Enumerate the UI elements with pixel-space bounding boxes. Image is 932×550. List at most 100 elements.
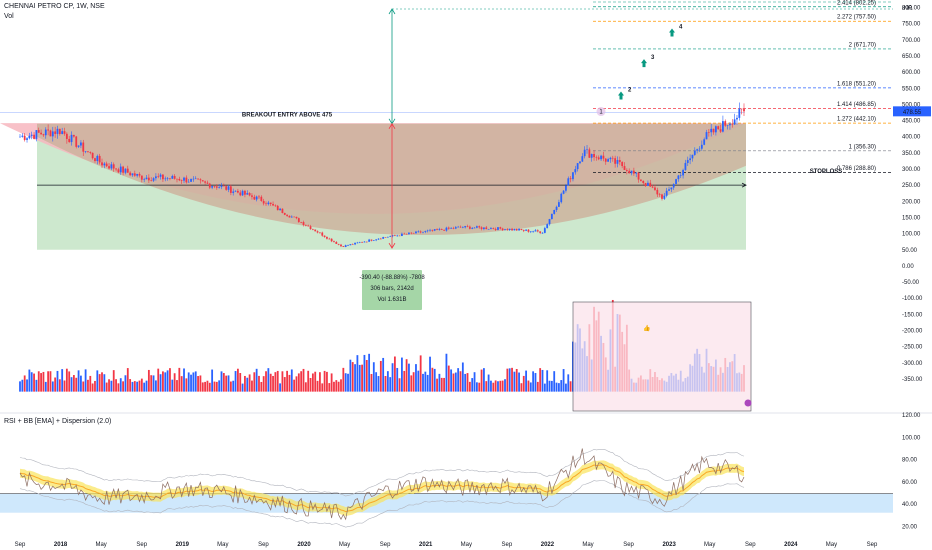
wave-1-marker bbox=[596, 107, 606, 117]
volume-bar bbox=[473, 372, 476, 392]
candle-body bbox=[337, 243, 340, 245]
candle-body bbox=[234, 190, 237, 192]
candle-body bbox=[288, 215, 291, 218]
candle-body bbox=[459, 226, 462, 228]
candle-body bbox=[623, 166, 626, 170]
candle-body bbox=[173, 175, 176, 179]
candle-body bbox=[110, 164, 113, 169]
thumbs-up-icon: 👍 bbox=[643, 324, 650, 332]
candle-body bbox=[724, 121, 727, 126]
compare-icon bbox=[744, 399, 752, 407]
time-axis-label: 2019 bbox=[176, 542, 190, 548]
volume-bar bbox=[89, 375, 92, 392]
candle-body bbox=[218, 187, 221, 188]
volume-bar bbox=[91, 383, 94, 392]
candle-body bbox=[279, 208, 281, 211]
volume-bar bbox=[110, 380, 113, 392]
candle-body bbox=[316, 231, 319, 233]
candle-body bbox=[138, 173, 141, 176]
candle-body bbox=[726, 125, 729, 126]
candle-body bbox=[401, 233, 403, 237]
candle-body bbox=[412, 233, 415, 234]
current-price-label: 478.55 bbox=[903, 110, 922, 116]
volume-bar bbox=[159, 374, 162, 392]
volume-bar bbox=[42, 371, 45, 392]
candle-body bbox=[501, 228, 504, 231]
candle-body bbox=[431, 229, 434, 231]
symbol-title[interactable]: CHENNAI PETRO CP, 1W, NSE bbox=[4, 3, 105, 10]
candle-body bbox=[457, 226, 460, 228]
candle-body bbox=[129, 172, 132, 176]
candle-body bbox=[408, 232, 410, 235]
candle-body bbox=[534, 230, 537, 232]
candle-body bbox=[600, 155, 602, 160]
candle-body bbox=[244, 190, 246, 195]
candle-body bbox=[579, 161, 581, 164]
volume-bar bbox=[386, 371, 389, 392]
volume-bar bbox=[77, 370, 80, 392]
candle-body bbox=[94, 158, 96, 161]
measure-change-text: -390.40 (-88.88%) -7808 bbox=[359, 275, 425, 281]
volume-label[interactable]: Vol bbox=[4, 13, 14, 20]
candle-body bbox=[361, 242, 363, 243]
volume-bar bbox=[511, 367, 513, 392]
candle-body bbox=[47, 129, 50, 131]
candle-body bbox=[75, 136, 78, 147]
candle-body bbox=[347, 245, 349, 246]
stoploss-annotation: STOPLOSS bbox=[810, 169, 843, 175]
candle-body bbox=[445, 227, 448, 231]
candle-body bbox=[389, 236, 392, 237]
candle-body bbox=[363, 241, 366, 243]
candle-body bbox=[682, 169, 684, 176]
volume-bar bbox=[129, 379, 132, 392]
candle-body bbox=[211, 186, 214, 188]
time-axis-label: 2024 bbox=[784, 542, 798, 548]
candle-body bbox=[433, 229, 436, 231]
volume-bar bbox=[300, 371, 303, 392]
volume-bar bbox=[178, 367, 181, 392]
volume-bar bbox=[417, 370, 420, 392]
price-axis-tick: -50.00 bbox=[902, 280, 920, 286]
volume-bar bbox=[501, 380, 504, 392]
candle-body bbox=[632, 170, 635, 174]
candle-body bbox=[65, 133, 68, 139]
candle-body bbox=[560, 193, 563, 203]
candle-body bbox=[497, 227, 499, 230]
candle-body bbox=[286, 214, 289, 216]
candle-body bbox=[140, 175, 143, 180]
candle-body bbox=[166, 178, 169, 179]
candle-body bbox=[593, 154, 595, 158]
candle-body bbox=[70, 134, 73, 143]
candle-body bbox=[253, 196, 256, 200]
fib-level-label: 1.272 (442.10) bbox=[837, 117, 876, 123]
candle-body bbox=[169, 178, 171, 179]
volume-bar bbox=[480, 369, 483, 392]
volume-bar bbox=[44, 381, 47, 392]
candle-body bbox=[251, 195, 253, 197]
candle-body bbox=[602, 155, 605, 159]
candle-body bbox=[358, 242, 361, 243]
candle-body bbox=[604, 158, 607, 162]
candle-body bbox=[225, 186, 228, 190]
volume-bar bbox=[279, 383, 281, 392]
candle-body bbox=[194, 178, 197, 180]
volume-bar bbox=[398, 378, 401, 392]
volume-bar bbox=[80, 375, 82, 392]
candle-body bbox=[180, 180, 183, 181]
candle-body bbox=[35, 130, 38, 139]
volume-bar bbox=[405, 359, 408, 392]
candle-body bbox=[82, 142, 85, 152]
volume-bar bbox=[490, 380, 492, 392]
volume-bar bbox=[475, 382, 478, 392]
volume-bar bbox=[33, 373, 35, 392]
volume-bar bbox=[307, 370, 310, 392]
volume-bar bbox=[237, 368, 239, 392]
volume-bar bbox=[204, 381, 207, 392]
volume-bar bbox=[70, 377, 73, 392]
rsi-ema-line bbox=[19, 464, 745, 513]
volume-bar bbox=[281, 371, 284, 392]
candle-body bbox=[464, 226, 467, 228]
candle-body bbox=[729, 123, 731, 126]
rsi-indicator-label[interactable]: RSI + BB [EMA] + Dispersion (2.0) bbox=[4, 418, 112, 425]
